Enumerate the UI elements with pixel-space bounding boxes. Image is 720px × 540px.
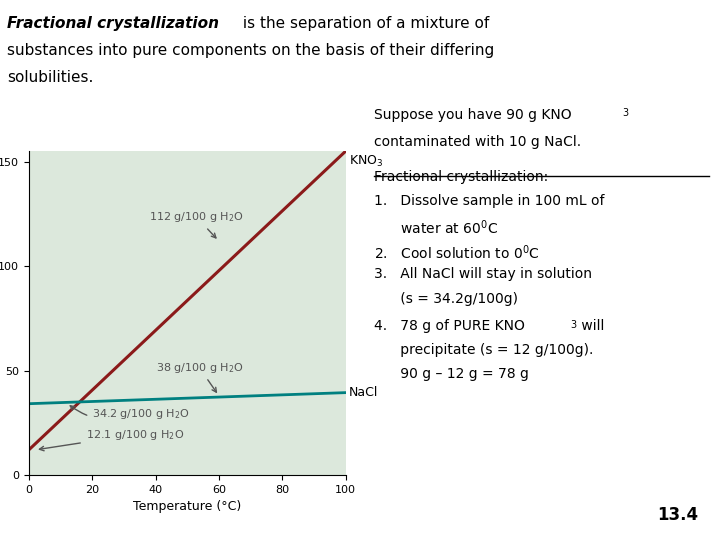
Text: substances into pure components on the basis of their differing: substances into pure components on the b… xyxy=(7,43,495,58)
Text: will: will xyxy=(577,319,605,333)
Text: is the separation of a mixture of: is the separation of a mixture of xyxy=(238,16,489,31)
Text: contaminated with 10 g NaCl.: contaminated with 10 g NaCl. xyxy=(374,135,582,149)
Text: 3.   All NaCl will stay in solution: 3. All NaCl will stay in solution xyxy=(374,267,593,281)
Text: 12.1 g/100 g H$_2$O: 12.1 g/100 g H$_2$O xyxy=(40,428,184,451)
Text: water at 60$^0$C: water at 60$^0$C xyxy=(374,219,498,237)
Text: 112 g/100 g H$_2$O: 112 g/100 g H$_2$O xyxy=(149,210,244,238)
Text: solubilities.: solubilities. xyxy=(7,70,94,85)
Text: Fractional crystallization:: Fractional crystallization: xyxy=(374,170,549,184)
Text: 38 g/100 g H$_2$O: 38 g/100 g H$_2$O xyxy=(156,361,243,392)
Text: 34.2 g/100 g H$_2$O: 34.2 g/100 g H$_2$O xyxy=(71,406,190,421)
Text: 3: 3 xyxy=(570,320,577,330)
X-axis label: Temperature (°C): Temperature (°C) xyxy=(133,501,241,514)
Text: precipitate (s = 12 g/100g).: precipitate (s = 12 g/100g). xyxy=(374,343,594,357)
Text: KNO$_3$: KNO$_3$ xyxy=(348,154,383,169)
Text: Fractional crystallization: Fractional crystallization xyxy=(7,16,219,31)
Text: 4.   78 g of PURE KNO: 4. 78 g of PURE KNO xyxy=(374,319,526,333)
Text: 2.   Cool solution to 0$^0$C: 2. Cool solution to 0$^0$C xyxy=(374,243,540,261)
Text: 13.4: 13.4 xyxy=(657,506,698,524)
Text: NaCl: NaCl xyxy=(348,386,378,399)
Text: 90 g – 12 g = 78 g: 90 g – 12 g = 78 g xyxy=(374,367,529,381)
Text: 1.   Dissolve sample in 100 mL of: 1. Dissolve sample in 100 mL of xyxy=(374,194,605,208)
Text: Suppose you have 90 g KNO: Suppose you have 90 g KNO xyxy=(374,108,572,122)
Text: 3: 3 xyxy=(622,108,629,118)
Text: (s = 34.2g/100g): (s = 34.2g/100g) xyxy=(374,292,518,306)
